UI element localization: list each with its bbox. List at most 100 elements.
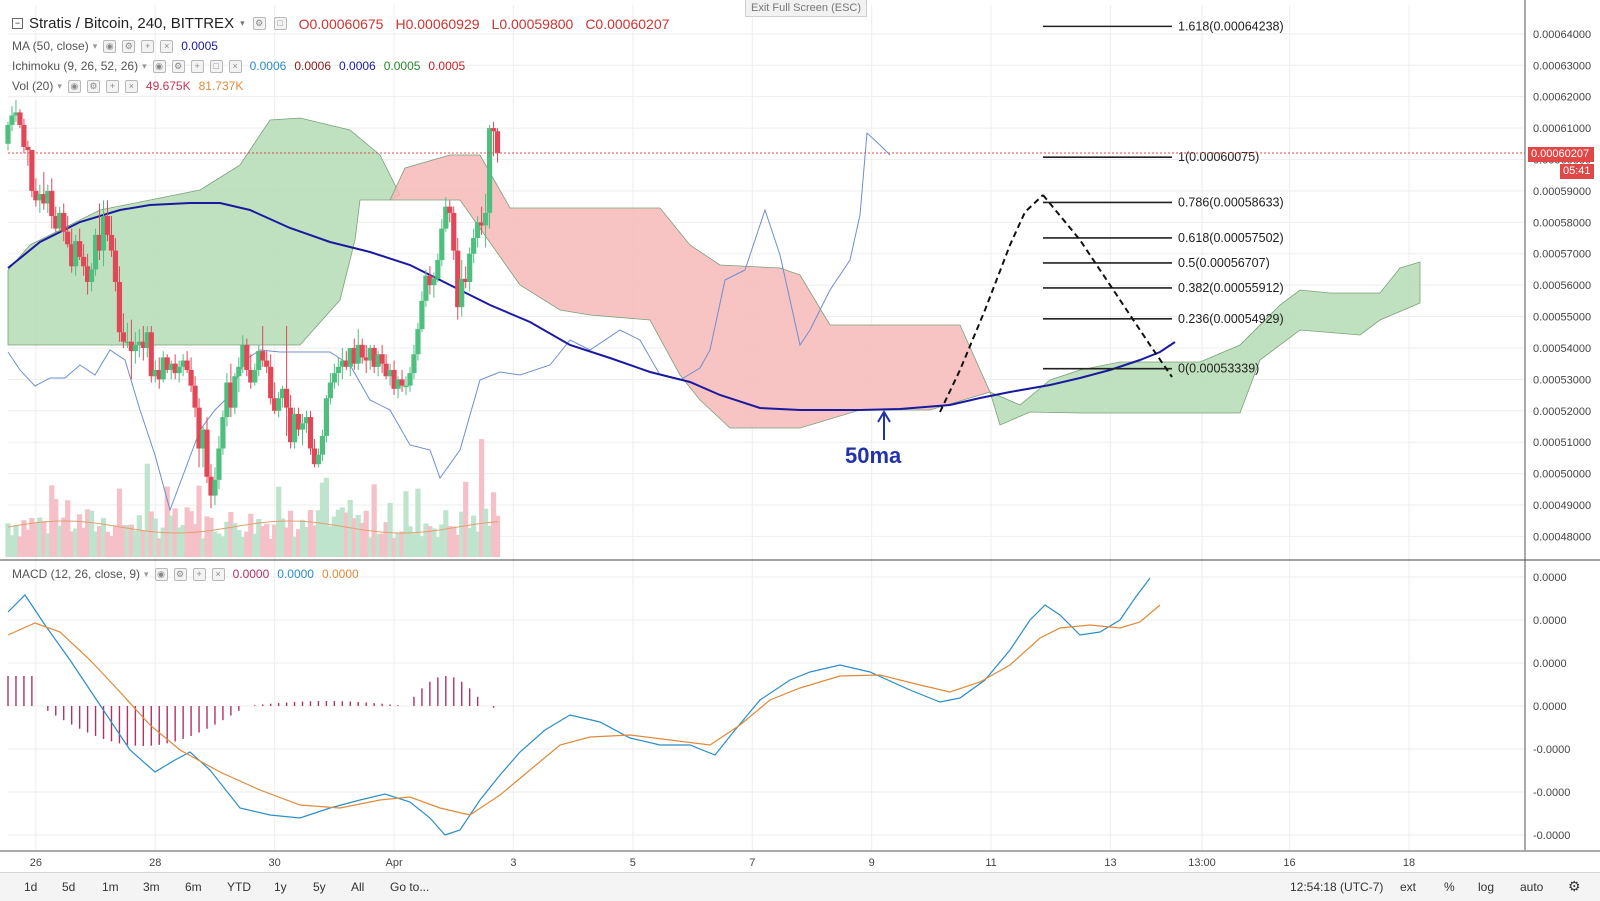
volume-bar [383,522,389,557]
auto-toggle[interactable]: auto [1520,880,1544,894]
ichimoku-add-icon[interactable]: + [190,59,204,73]
volume-bar [160,527,166,557]
volume-bar [335,509,341,557]
fib-retracement[interactable]: 1.618(0.00064238) 1(0.00060075) 0.786(0.00… [939,19,1284,413]
date-tick-label: 7 [749,857,755,869]
ma-close-icon[interactable]: × [160,39,174,53]
volume-bar [53,499,59,557]
candle-body [88,269,95,282]
fib-level-label: 0(0.00053339) [1178,362,1259,376]
ma-settings-icon[interactable]: ⚙ [122,39,136,53]
volume-bar [256,519,262,557]
candle-body [176,366,182,374]
ichimoku-legend[interactable]: Ichimoku (9, 26, 52, 26) ▾ ◉ ⚙ + □ × 0.0006 … [12,59,465,73]
ma-arrow-head [877,410,891,423]
volume-bar [375,534,381,557]
candle-body [81,256,87,267]
volume-bar [307,510,314,557]
last-price-tag: 0.00060207 [1528,147,1594,162]
bar-countdown: 05:41 [1560,164,1594,179]
candle-body [435,260,441,279]
macd-eye-icon[interactable]: ◉ [154,567,168,581]
tf-5y[interactable]: 5y [313,880,326,894]
ext-toggle[interactable]: ext [1400,880,1417,894]
vol-legend[interactable]: Vol (20) ▾ ◉ ⚙ + × 49.675K 81.737K [12,79,243,93]
volume-bar [120,524,127,557]
ichimoku-dropdown-icon[interactable]: ▾ [142,60,147,71]
log-toggle[interactable]: log [1478,880,1495,894]
candle-body [423,275,429,301]
volume-bar [192,523,198,557]
vol-dropdown-icon[interactable]: ▾ [57,80,62,91]
ma-legend[interactable]: MA (50, close) ▾ ◉ ⚙ + × 0.0005 [12,39,218,53]
percent-toggle[interactable]: % [1444,880,1455,894]
fullscreen-icon[interactable]: □ [273,17,287,30]
ichimoku-eye-icon[interactable]: ◉ [152,59,166,73]
cloud-green-right [989,261,1421,426]
vol-eye-icon[interactable]: ◉ [67,79,81,93]
collapse-icon[interactable]: − [12,18,23,29]
volume-bar [96,526,103,557]
candle-body [248,369,254,383]
volume-bar [451,526,457,557]
ma-dropdown-icon[interactable]: ▾ [92,40,98,51]
volume-bar [494,515,501,557]
macd-legend[interactable]: MACD (12, 26, close, 9) ▾ ◉ ⚙ + × 0.0000 0.… [12,567,359,581]
candle-body [152,369,158,377]
settings-icon[interactable]: ⚙ [252,17,266,30]
clock[interactable]: 12:54:18 (UTC-7) [1290,880,1384,894]
tf-ytd[interactable]: YTD [227,880,251,894]
tf-1y[interactable]: 1y [274,880,287,894]
tf-6m[interactable]: 6m [185,880,202,894]
candles[interactable] [5,99,501,509]
exit-full-screen-button[interactable]: Exit Full Screen (ESC) [745,0,867,17]
ma-label: MA (50, close) [12,39,89,53]
date-tick-label: 11 [985,857,996,869]
ichimoku-settings-icon[interactable]: ⚙ [171,59,185,73]
macd-tick-label: -0.0000 [1533,787,1570,799]
candle-body [148,332,154,377]
macd-dropdown-icon[interactable]: ▾ [144,568,149,579]
volume-bar [112,525,119,557]
vol-add-icon[interactable]: + [105,79,119,93]
gear-icon[interactable]: ⚙ [1568,878,1581,894]
candle-body [427,275,433,286]
ma-eye-icon[interactable]: ◉ [103,39,117,53]
ma-add-icon[interactable]: + [141,39,155,53]
ichimoku-minus-icon[interactable]: □ [209,59,223,73]
macd-value-1: 0.0000 [277,567,314,581]
volume-bar [212,531,218,557]
tf-1d[interactable]: 1d [24,880,38,894]
tf-1m[interactable]: 1m [102,880,119,894]
candle-body [339,360,345,367]
macd-value-2: 0.0000 [321,567,359,581]
macd-pane [7,577,1161,836]
volume-bar [280,518,286,557]
goto-button[interactable]: Go to... [390,880,430,894]
macd-close-icon[interactable]: × [211,567,225,581]
ichimoku-close-icon[interactable]: × [228,59,242,73]
volume-bar [475,531,481,557]
vol-close-icon[interactable]: × [124,79,138,93]
candle-body [443,206,449,229]
tf-all[interactable]: All [351,880,365,894]
volume-bar [268,538,274,557]
macd-add-icon[interactable]: + [192,567,206,581]
volume-bar [287,510,294,557]
chart-canvas[interactable]: 1.618(0.00064238) 1(0.00060075) 0.786(0.00… [0,0,1600,872]
volume-bar [323,477,329,557]
tf-3m[interactable]: 3m [143,880,160,894]
candle-body [41,194,47,204]
candle-body [108,234,115,251]
candle-body [45,190,51,204]
symbol-dropdown-icon[interactable]: ▾ [240,18,245,28]
macd-settings-icon[interactable]: ⚙ [173,567,187,581]
candle-body [196,407,202,449]
volume-bar [355,514,361,557]
candle-body [284,388,290,408]
fib-level-label: 1(0.00060075) [1178,150,1259,164]
tf-5d[interactable]: 5d [62,880,76,894]
vol-settings-icon[interactable]: ⚙ [86,79,100,93]
volume-bar [403,491,409,557]
volume-bar [315,510,322,557]
